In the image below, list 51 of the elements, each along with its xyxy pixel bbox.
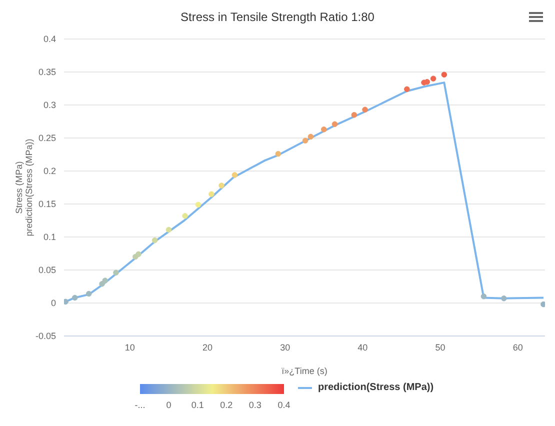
point: [480, 294, 487, 300]
x-tick-label: 40: [358, 342, 368, 352]
y-tick-label: 0.2: [43, 166, 56, 176]
point: [136, 251, 142, 258]
y-tick-label: 0.15: [38, 199, 56, 210]
color-bar-label: 0.1: [190, 400, 205, 410]
point: [166, 226, 172, 233]
point: [308, 134, 314, 140]
x-tick-label: 50: [435, 342, 446, 352]
point: [72, 294, 78, 301]
color-bar-label: -...: [134, 400, 146, 410]
color-bar-label: 0: [165, 400, 172, 410]
x-tick-label: 10: [124, 342, 135, 352]
point: [275, 150, 282, 157]
color-bar-label: 0.3: [248, 400, 262, 410]
point: [182, 212, 188, 219]
x-tick-label: 60: [512, 342, 523, 352]
x-tick-label: 30: [280, 342, 290, 352]
point: [113, 270, 119, 276]
y-tick-label: 0.05: [38, 265, 56, 276]
point: [351, 112, 358, 118]
color-bar-label: 0.2: [219, 400, 234, 410]
x-axis-title: ï»¿Time (s): [282, 366, 328, 376]
point: [441, 72, 448, 78]
color-bar-label: 0.4: [276, 400, 292, 410]
point: [208, 191, 214, 197]
point: [500, 295, 507, 302]
point: [332, 121, 338, 128]
point: [430, 76, 436, 82]
point: [102, 278, 108, 284]
x-tick-label: 20: [202, 342, 213, 352]
legend-label: prediction(Stress (MPa)): [317, 382, 434, 393]
point: [152, 237, 158, 244]
y-tick-label: 0.3: [43, 100, 56, 110]
chart-title: Stress in Tensile Strength Ratio 1:80: [180, 10, 376, 24]
y-tick-label: 0.1: [43, 232, 56, 242]
point: [302, 138, 308, 144]
y-tick-label: 0.25: [38, 133, 56, 144]
point: [321, 126, 327, 132]
point: [232, 172, 238, 178]
point: [195, 202, 202, 208]
y-axis-title: Stress (MPa) prediction(Stress (MPa)): [14, 138, 34, 236]
y-tick-label: 0.35: [38, 67, 56, 78]
y-tick-label: 0.4: [43, 34, 56, 44]
y-tick-label: 0: [50, 298, 56, 308]
point: [218, 182, 224, 188]
point: [86, 290, 92, 297]
point: [99, 280, 105, 287]
point: [362, 106, 368, 113]
point: [404, 86, 410, 92]
y-tick-label: -0.05: [35, 331, 56, 342]
